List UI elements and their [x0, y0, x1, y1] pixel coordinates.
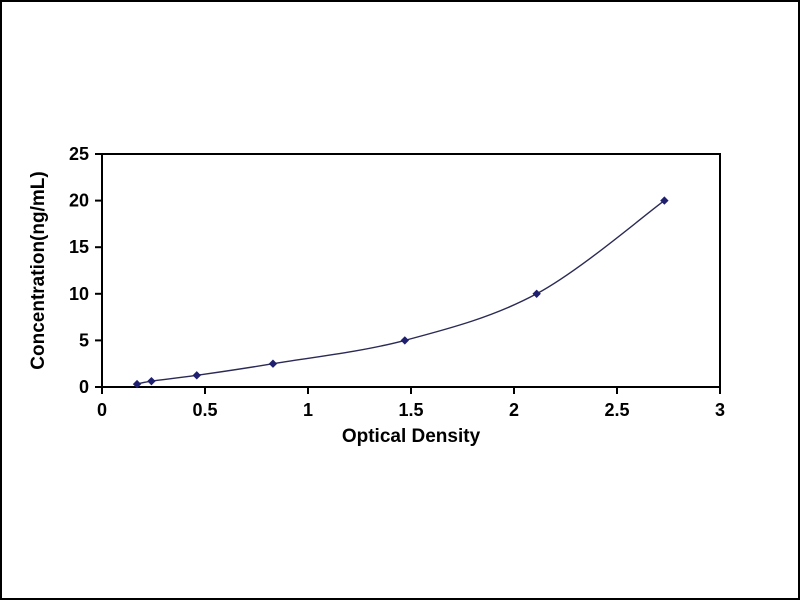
curve-line [136, 200, 665, 385]
x-tick-label: 0.5 [192, 400, 217, 420]
axis-ticks [95, 153, 721, 394]
y-tick-label: 15 [69, 237, 89, 257]
y-tick-label: 25 [69, 144, 89, 164]
x-tick-label: 2 [509, 400, 519, 420]
x-tick-label: 1 [303, 400, 313, 420]
y-tick-label: 0 [79, 377, 89, 397]
data-point [532, 289, 541, 298]
x-tick-label: 3 [715, 400, 725, 420]
data-point [268, 359, 278, 368]
data-series [132, 196, 669, 389]
y-tick-label: 5 [79, 330, 89, 350]
x-axis-title: Optical Density [342, 426, 481, 447]
y-tick-label: 10 [69, 284, 89, 304]
data-point [132, 379, 142, 389]
y-axis-title: Concentration(ng/mL) [28, 171, 49, 369]
x-tick-label: 2.5 [604, 400, 629, 420]
data-point [400, 336, 410, 345]
plot-frame [101, 153, 721, 388]
x-tick-label: 0 [97, 400, 107, 420]
axis-tick-labels: 0 0.5 1 1.5 2 2.5 3 0 5 10 15 20 25 [69, 144, 725, 420]
data-point [192, 371, 201, 380]
x-tick-label: 1.5 [398, 400, 423, 420]
data-point [660, 196, 669, 205]
data-point [147, 376, 156, 386]
y-tick-label: 20 [69, 191, 89, 211]
